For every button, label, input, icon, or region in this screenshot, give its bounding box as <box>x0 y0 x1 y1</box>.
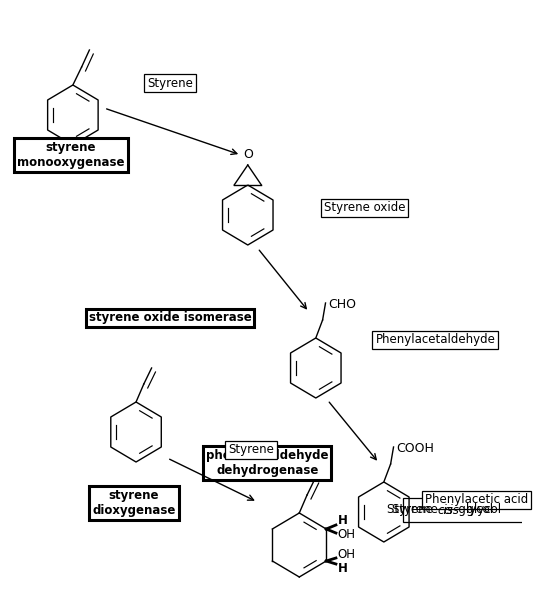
Text: Styrene: Styrene <box>147 76 193 90</box>
Text: cis: cis <box>437 503 453 517</box>
Text: -glycol: -glycol <box>455 503 494 517</box>
Text: OH: OH <box>338 549 356 561</box>
Text: styrene
monooxygenase: styrene monooxygenase <box>17 141 125 169</box>
Text: Styrene: Styrene <box>387 503 436 517</box>
Text: OH: OH <box>338 529 356 541</box>
Text: Phenylacetic acid: Phenylacetic acid <box>425 494 528 506</box>
Text: styrene
dioxygenase: styrene dioxygenase <box>92 489 176 517</box>
Text: CHO: CHO <box>329 298 357 312</box>
Text: Phenylacetaldehyde: Phenylacetaldehyde <box>375 333 495 347</box>
FancyBboxPatch shape <box>403 498 529 522</box>
Text: -glycol: -glycol <box>462 503 502 517</box>
Text: phenacetaldehyde
dehydrogenase: phenacetaldehyde dehydrogenase <box>206 449 329 477</box>
Text: Styrene: Styrene <box>393 503 442 517</box>
Text: cis: cis <box>443 503 459 517</box>
Text: Styrene oxide: Styrene oxide <box>324 201 405 215</box>
Text: O: O <box>243 148 253 161</box>
Text: H: H <box>338 563 348 575</box>
Text: Styrene: Styrene <box>228 443 274 457</box>
Text: H: H <box>338 514 348 528</box>
Text: COOH: COOH <box>396 442 434 456</box>
Text: styrene oxide isomerase: styrene oxide isomerase <box>89 312 251 324</box>
